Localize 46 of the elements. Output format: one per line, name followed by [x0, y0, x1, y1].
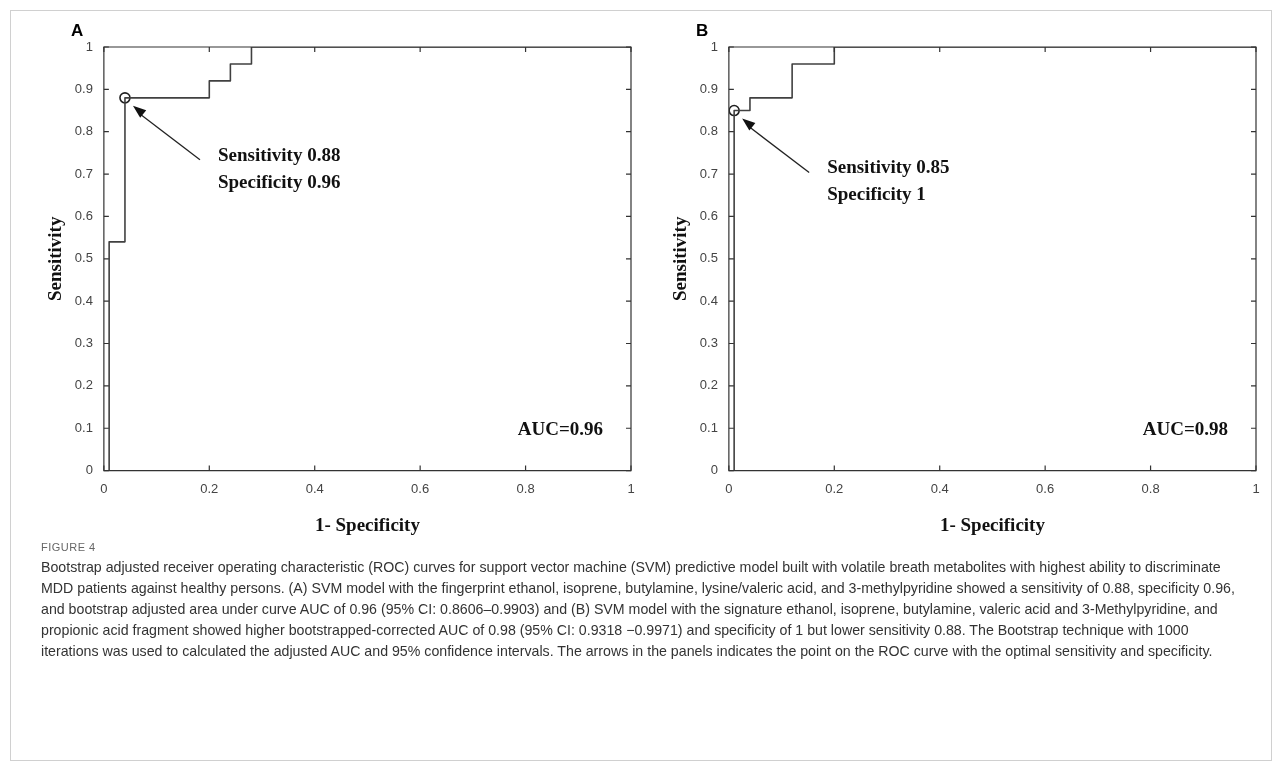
y-tick-label: 0.9	[699, 80, 718, 96]
x-tick-label: 1	[627, 480, 635, 496]
x-tick-label: 0.4	[305, 480, 324, 496]
annotation: Sensitivity 0.85 Specificity 1	[827, 156, 950, 205]
y-tick-label: 0.3	[74, 335, 93, 351]
y-tick-label: 1	[710, 38, 718, 54]
x-tick-label: 0.6	[1036, 480, 1055, 496]
y-tick-label: 0.5	[699, 250, 718, 266]
y-axis-title: Sensitivity	[44, 216, 66, 302]
x-tick-label: 1	[1252, 480, 1260, 496]
y-tick-label: 0.5	[74, 250, 93, 266]
y-tick-label: 0.1	[74, 419, 93, 435]
y-axis-title: Sensitivity	[669, 216, 691, 302]
annotation: AUC=0.96	[517, 418, 603, 440]
y-tick-label: 0.4	[699, 292, 718, 308]
y-tick-label: 0.4	[74, 292, 93, 308]
chart-title: B	[696, 21, 709, 41]
y-tick-label: 0.2	[74, 377, 93, 393]
y-tick-label: 0.6	[74, 208, 93, 224]
y-tick-label: 0.7	[74, 165, 93, 181]
y-tick-label: 0.3	[699, 335, 718, 351]
x-tick-label: 0.4	[930, 480, 949, 496]
y-tick-label: 0.2	[699, 377, 718, 393]
y-tick-label: 0.1	[699, 419, 718, 435]
text: Bootstrap adjusted receiver operating characteristic (ROC) curves for support vector machine (SVM) predictive model built with volatile breath metabolites with highest ability to discriminate MDD patients against healthy persons. (A) SVM model with the fingerprint ethanol, isoprene, butylamine, lysine/valeric acid, and 3-methylpyridine showed a sensitivity of 0.88, specificity 0.96, and bootstrap adjusted area under curve AUC of 0.96 (95% CI: 0.8606–0.9903) and (B) SVM model with the signature ethanol, isoprene, butylamine, valeric acid and 3-Methylpyridine, and propionic acid fragment showed higher bootstrapped-corrected AUC of 0.98 (95% CI: 0.9318 −0.9971) and specificity of 1 but lower sensitivity 0.88. The Bootstrap technique with 1000 iterations was used to calculated the adjusted AUC and 95% confidence intervals. The arrows in the panels indicates the point on the ROC curve with the optimal sensitivity and specificity.	[41, 558, 1236, 661]
x-tick-label: 0.8	[1141, 480, 1160, 496]
y-tick-label: 0.8	[74, 123, 93, 139]
x-axis-title: 1- Specificity	[314, 513, 421, 535]
y-tick-label: 0	[710, 462, 718, 478]
x-tick-label: 0.6	[411, 480, 430, 496]
y-tick-label: 0.6	[699, 208, 718, 224]
chart-title: A	[71, 21, 84, 41]
x-axis-title: 1- Specificity	[939, 513, 1046, 535]
y-tick-label: 0.7	[699, 165, 718, 181]
annotation: Sensitivity 0.88 Specificity 0.96	[217, 143, 341, 192]
y-tick-label: 0	[85, 462, 93, 478]
x-tick-label: 0.8	[516, 480, 535, 496]
x-tick-label: 0	[100, 480, 108, 496]
y-tick-label: 0.9	[74, 80, 93, 96]
x-tick-label: 0.2	[825, 480, 844, 496]
y-tick-label: 1	[85, 38, 93, 54]
y-tick-label: 0.8	[699, 123, 718, 139]
annotation: AUC=0.98	[1142, 418, 1228, 440]
text: FIGURE 4	[41, 541, 97, 553]
x-tick-label: 0.2	[200, 480, 219, 496]
x-tick-label: 0	[725, 480, 733, 496]
